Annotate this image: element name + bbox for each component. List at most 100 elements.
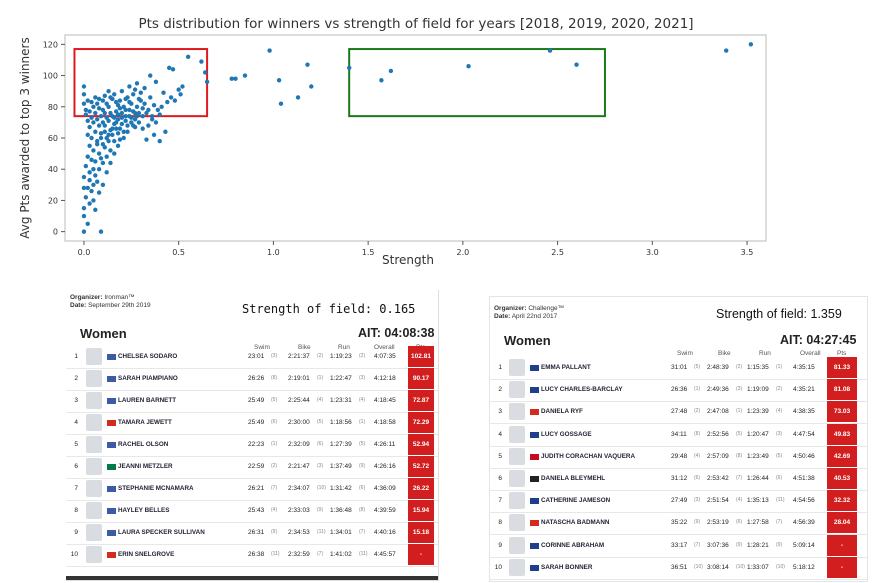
bike-time: 2:21:37 [288,353,310,360]
table-row[interactable]: 2 LUCY CHARLES-BARCLAY 26:36 (1) 2:49:36 (3) 1… [490,379,867,403]
table-row[interactable]: 5 RACHEL OLSON 22:23 (1) 2:32:09 (6) 1:27:39 (5… [66,434,438,457]
athlete-name[interactable]: DANIELA RYF [541,408,583,416]
swim-rank: (2) [271,463,278,469]
table-row[interactable]: 5 JUDITH CORACHAN VAQUERA 29:48 (4) 2:57:09 (… [490,445,867,469]
bike-time: 2:49:36 [707,386,729,394]
table-row[interactable]: 2 SARAH PIAMPIANO 26:26 (8) 2:19:01 (1) 1:22:4… [66,368,438,391]
data-point [305,62,310,67]
athlete-name[interactable]: LUCY CHARLES-BARCLAY [541,386,623,394]
data-point [203,70,208,75]
table-row[interactable]: 3 DANIELA RYF 27:48 (2) 2:47:08 (1) 1:23:39 (4)… [490,401,867,425]
column-header: Swim [254,344,270,351]
table-row[interactable]: 1 EMMA PALLANT 31:01 (5) 2:48:39 (2) 1:15:35 (1… [490,357,867,380]
bike-rank: (5) [317,419,324,425]
table-row[interactable]: 6 DANIELA BLEYMEHL 31:12 (6) 2:53:42 (7) 1:26:… [490,468,867,491]
data-point [104,101,109,106]
athlete-name[interactable]: JEANNI METZLER [118,463,173,470]
athlete-name[interactable]: LAURA SPECKER SULLIVAN [118,529,205,536]
country-flag-icon [530,431,539,438]
data-point [125,129,130,134]
date-label: Date: [494,313,511,320]
data-point [115,112,121,117]
data-point [112,92,117,97]
athlete-name[interactable]: SARAH BONNER [541,563,593,571]
ait-time: AIT: 04:08:38 [358,326,435,340]
data-point [87,170,92,175]
y-tick-label: 40 [48,165,58,174]
table-row[interactable]: 8 HAYLEY BELLES 25:43 (4) 2:33:03 (9) 1:36:48 (… [66,500,438,523]
table-row[interactable]: 9 LAURA SPECKER SULLIVAN 26:31 (9) 2:34:53 (1… [66,522,438,545]
run-rank: (5) [776,452,783,459]
table-row[interactable]: 4 TAMARA JEWETT 25:49 (6) 2:30:00 (5) 1:18:56 (… [66,412,438,435]
table-row[interactable]: 6 JEANNI METZLER 22:59 (2) 2:21:47 (3) 1:37:49… [66,456,438,479]
data-point [142,101,147,106]
data-point [83,163,89,169]
points-badge: 73.03 [827,401,857,423]
data-point [117,137,123,142]
run-rank: (1) [359,419,366,425]
run-rank: (10) [776,563,785,570]
run-time: 1:26:44 [747,475,769,482]
athlete-name[interactable]: JUDITH CORACHAN VAQUERA [541,452,635,460]
bike-time: 2:33:03 [288,507,310,514]
athlete-name[interactable]: NATASCHA BADMANN [541,519,610,527]
data-point [85,154,90,159]
table-row[interactable]: 7 STEPHANIE MCNAMARA 26:21 (7) 2:34:07 (10) 1:… [66,478,438,501]
swim-rank: (8) [271,375,278,381]
athlete-name[interactable]: DANIELA BLEYMEHL [541,475,606,482]
strength-of-field: Strength of field: 1.359 [716,307,842,321]
athlete-name[interactable]: ERIN SNELGROVE [118,551,175,558]
y-tick-label: 100 [43,72,58,81]
athlete-name[interactable]: SARAH PIAMPIANO [118,375,178,382]
table-row[interactable]: 4 LUCY GOSSAGE 34:11 (8) 2:52:56 (5) 1:20:47 (3… [490,423,867,447]
athlete-name[interactable]: TAMARA JEWETT [118,419,172,426]
overall-time: 4:39:59 [374,507,396,514]
run-time: 1:23:31 [330,397,352,404]
swim-time: 35:22 [671,519,688,527]
athlete-name[interactable]: LUCY GOSSAGE [541,430,592,438]
athlete-name[interactable]: EMMA PALLANT [541,364,591,371]
swim-time: 22:59 [248,463,265,470]
athlete-name[interactable]: CHELSEA SODARO [118,353,178,360]
points-badge: 49.83 [827,423,857,445]
bike-time: 2:21:47 [288,463,310,470]
country-flag-icon [530,542,539,549]
data-point [96,167,102,172]
swim-rank: (7) [271,485,278,491]
country-flag-icon [107,376,116,382]
swim-rank: (10) [694,563,703,570]
data-point [96,96,102,102]
strength-of-field: Strength of field: 0.165 [242,302,416,316]
table-row[interactable]: 10 SARAH BONNER 36:51 (10) 3:08:14 (10) 1:33:0… [490,556,867,580]
table-row[interactable]: 8 NATASCHA BADMANN 35:22 (9) 2:53:19 (6) 1:27:… [490,512,867,536]
data-point [83,195,89,200]
bike-time: 2:48:39 [707,364,729,371]
table-row[interactable]: 3 LAUREN BARNETT 25:49 (5) 2:25:44 (4) 1:23:31… [66,390,438,413]
data-point [132,117,138,122]
data-point [278,101,284,106]
overall-time: 5:09:14 [793,541,815,549]
data-point [108,148,113,153]
run-time: 1:27:39 [330,441,352,448]
rank-cell: 10 [494,563,502,571]
data-point [131,92,136,97]
race-date: September 29th 2019 [88,302,151,309]
athlete-name[interactable]: LAUREN BARNETT [118,397,177,404]
table-row[interactable]: 1 CHELSEA SODARO 23:01 (3) 2:21:37 (2) 1:19:23… [66,346,438,369]
table-row[interactable]: 9 CORINNE ABRAHAM 33:17 (7) 3:07:36 (9) 1:28:2… [490,534,867,558]
swim-time: 31:12 [671,475,688,482]
data-point [119,115,125,120]
athlete-name[interactable]: CORINNE ABRAHAM [541,541,605,549]
data-point [149,113,155,119]
data-point [91,182,96,188]
data-point [89,188,94,194]
athlete-name[interactable]: STEPHANIE MCNAMARA [118,485,194,492]
bike-time: 2:57:09 [707,452,729,460]
athlete-name[interactable]: RACHEL OLSON [118,441,169,448]
table-row[interactable]: 10 ERIN SNELGROVE 26:38 (11) 2:32:59 (7) 1:41:… [66,544,438,567]
points-badge: 72.29 [408,412,434,433]
athlete-name[interactable]: HAYLEY BELLES [118,507,170,514]
athlete-name[interactable]: CATHERINE JAMESON [541,497,611,505]
table-row[interactable]: 7 CATHERINE JAMESON 27:49 (3) 2:51:54 (4) 1:35… [490,490,867,514]
data-point [142,85,147,91]
